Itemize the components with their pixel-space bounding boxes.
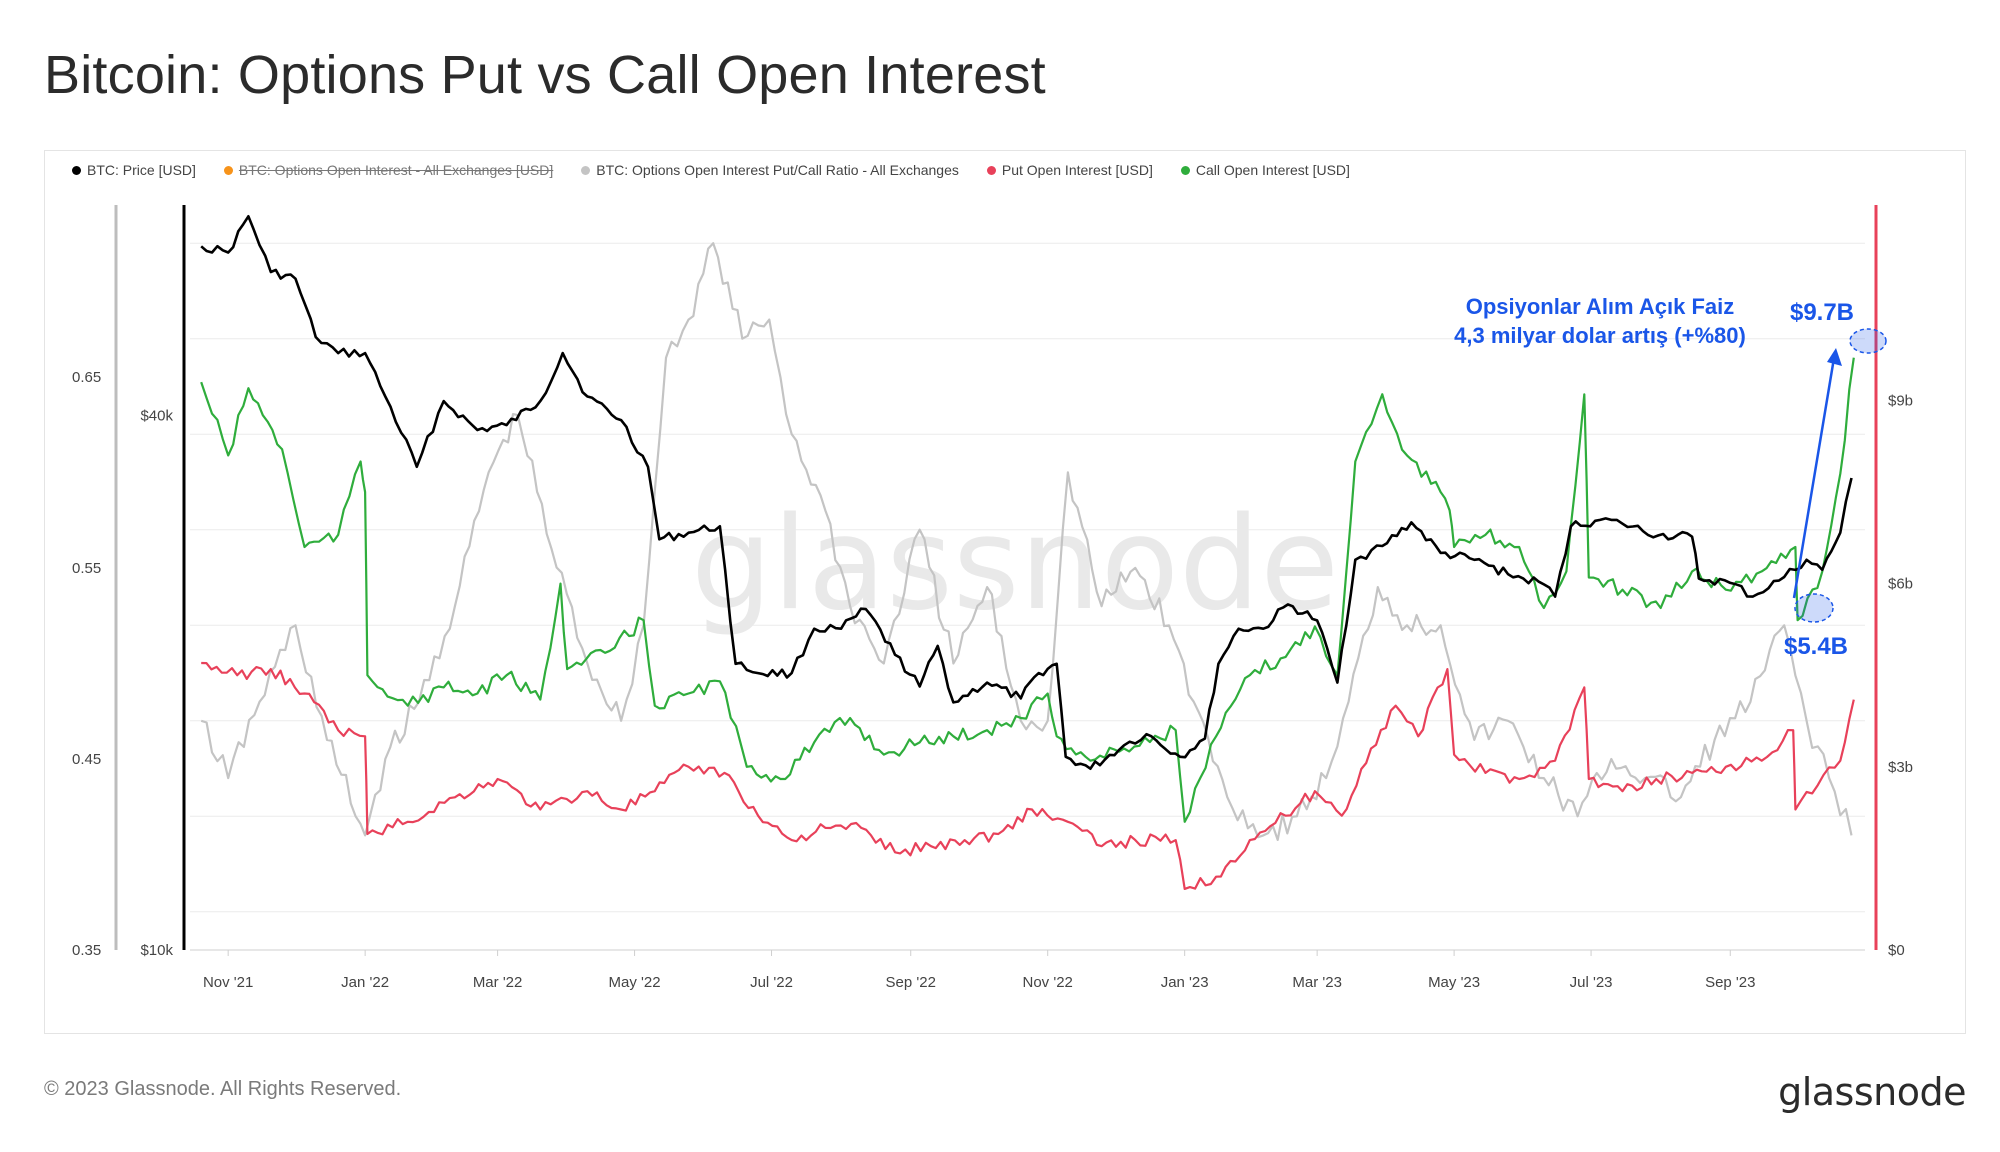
annotation-high-circle [1849, 328, 1887, 354]
legend-label: BTC: Options Open Interest Put/Call Rati… [596, 162, 959, 178]
price-tick-label: $10k [140, 942, 173, 959]
x-tick-label: Nov '22 [1023, 974, 1073, 991]
axes: 0.65 0.55 0.45 0.35 $40k $10k $9b $6b $3b $0 Nov '… [72, 205, 1913, 991]
ratio-tick-label: 0.65 [72, 369, 101, 386]
watermark: glassnode [691, 490, 1339, 639]
footer-logo: glassnode [1778, 1070, 1966, 1114]
legend-dot-icon [986, 165, 996, 175]
x-tick-label: Sep '22 [886, 974, 936, 991]
legend-dot-icon [1180, 165, 1190, 175]
oi-tick-label: $0 [1888, 942, 1905, 959]
series-line-put-call-ratio [200, 242, 1853, 841]
series-layer [200, 215, 1855, 890]
x-tick-label: Nov '21 [203, 974, 253, 991]
annotation-layer: Opsiyonlar Alım Açık Faiz 4,3 milyar dol… [1454, 294, 1887, 660]
series-line-btc-price [200, 215, 1853, 770]
price-tick-label: $40k [140, 407, 173, 424]
annotation-arrow [1792, 357, 1836, 599]
chart-panel [44, 150, 1966, 1034]
annotation-line-1: Opsiyonlar Alım Açık Faiz [1466, 294, 1735, 319]
x-tick-label: Sep '23 [1705, 974, 1755, 991]
series-line-put-oi [201, 661, 1855, 890]
oi-tick-label: $3b [1888, 759, 1913, 776]
annotation-line-2: 4,3 milyar dolar artış (+%80) [1454, 323, 1746, 348]
legend-label: BTC: Price [USD] [87, 162, 196, 178]
legend-item[interactable]: BTC: Price [USD] [72, 162, 196, 178]
annotation-low-circle [1794, 593, 1834, 623]
legend-label: BTC: Options Open Interest - All Exchang… [238, 162, 554, 178]
legend-item[interactable]: Call Open Interest [USD] [1180, 162, 1350, 178]
ratio-tick-label: 0.35 [72, 942, 101, 959]
annotation-high-label: $9.7B [1790, 299, 1854, 326]
x-tick-label: Mar '23 [1292, 974, 1342, 991]
x-tick-label: Mar '22 [473, 974, 523, 991]
x-tick-label: Jan '23 [1161, 974, 1209, 991]
legend-item[interactable]: BTC: Options Open Interest Put/Call Rati… [581, 162, 959, 178]
page-title: Bitcoin: Options Put vs Call Open Intere… [44, 45, 1046, 105]
chart-legend: BTC: Price [USD] BTC: Options Open Intere… [72, 162, 1350, 178]
legend-item[interactable]: BTC: Options Open Interest - All Exchang… [223, 162, 554, 178]
ratio-tick-label: 0.55 [72, 560, 101, 577]
oi-tick-label: $6b [1888, 576, 1913, 593]
legend-item[interactable]: Put Open Interest [USD] [986, 162, 1153, 178]
x-tick-label: Jul '23 [1570, 974, 1613, 991]
legend-label: Put Open Interest [USD] [1001, 162, 1153, 178]
legend-dot-icon [581, 165, 591, 175]
ratio-tick-label: 0.45 [72, 751, 101, 768]
footer-copyright: © 2023 Glassnode. All Rights Reserved. [44, 1078, 402, 1100]
x-tick-label: May '22 [609, 974, 661, 991]
legend-dot-icon [223, 165, 233, 175]
legend-dot-icon [72, 165, 81, 175]
x-tick-label: Jan '22 [341, 974, 389, 991]
oi-tick-label: $9b [1888, 392, 1913, 409]
annotation-low-label: $5.4B [1784, 633, 1848, 660]
legend-label: Call Open Interest [USD] [1195, 162, 1350, 178]
annotation-arrowhead [1827, 348, 1842, 366]
series-line-call-oi [200, 357, 1855, 823]
x-tick-label: May '23 [1428, 974, 1480, 991]
x-tick-label: Jul '22 [750, 974, 793, 991]
